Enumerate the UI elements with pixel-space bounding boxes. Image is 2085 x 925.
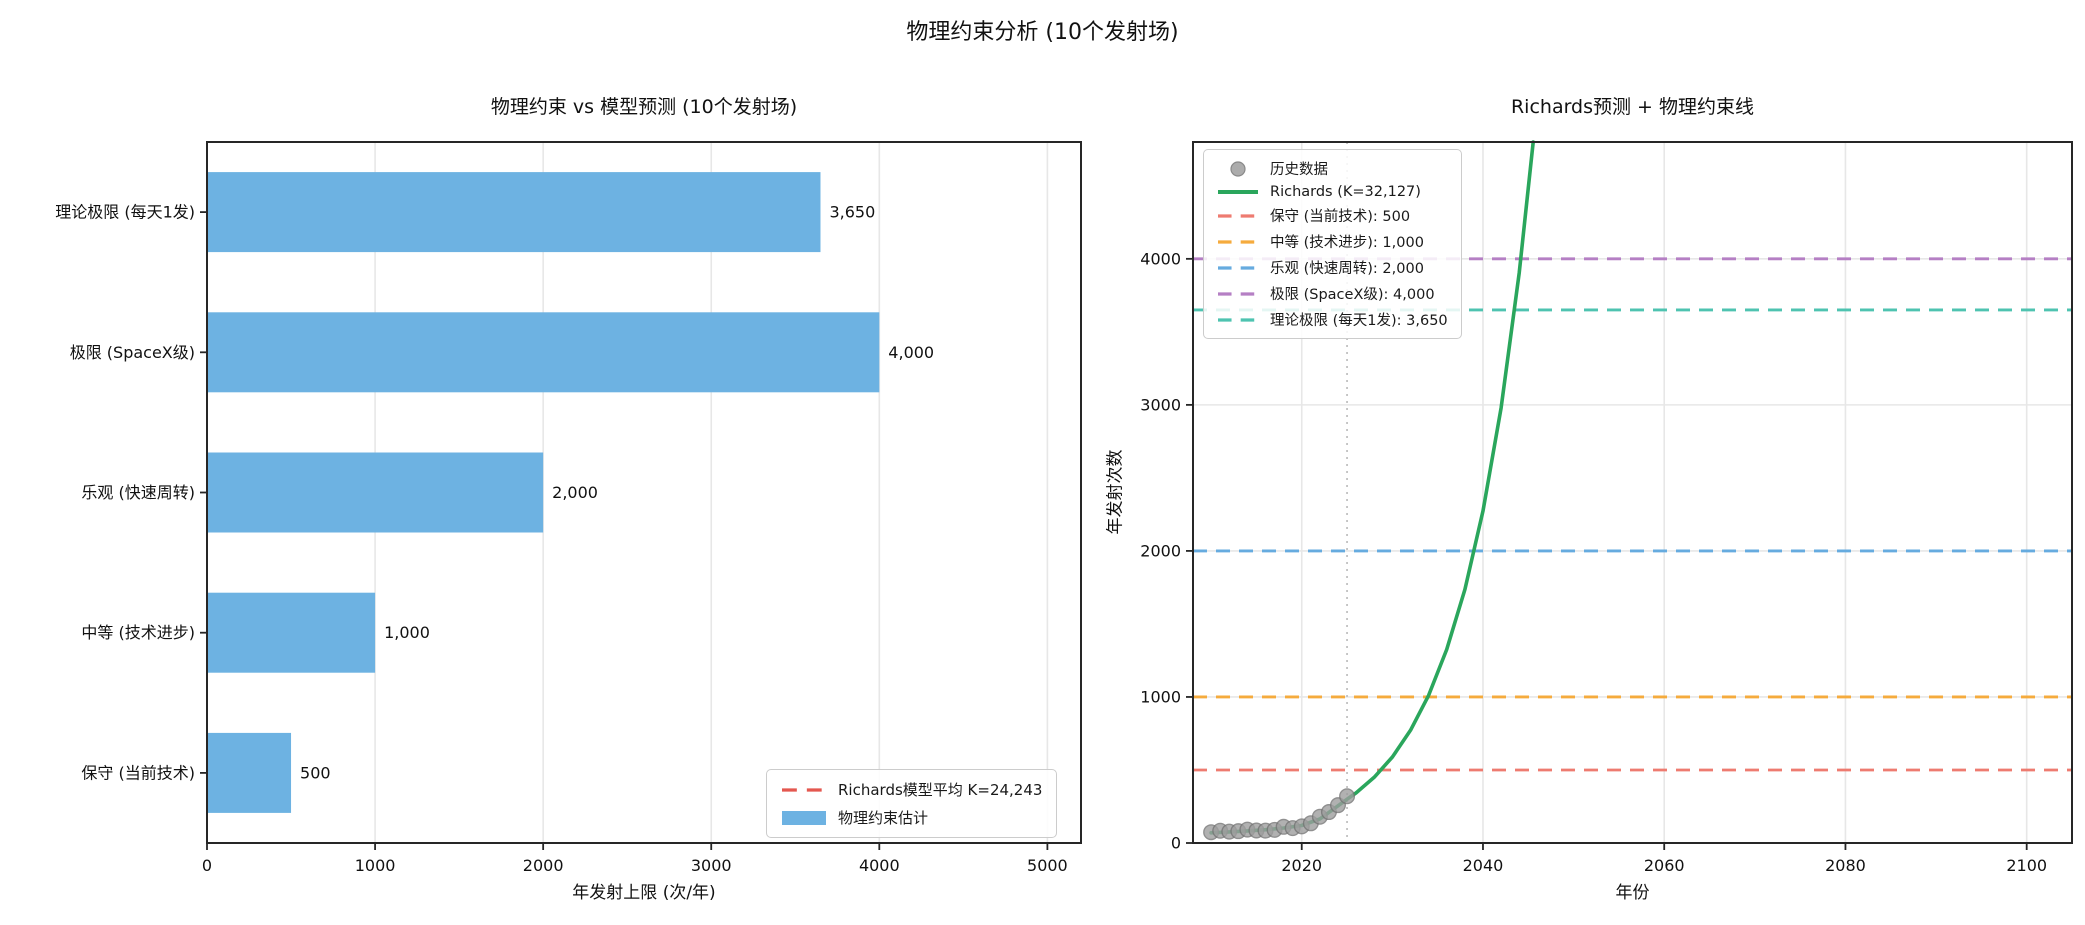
figure-suptitle: 物理约束分析 (10个发射场) bbox=[906, 20, 1179, 45]
bar-chart-title: 物理约束 vs 模型预测 (10个发射场) bbox=[490, 96, 798, 118]
legend-dot-sample bbox=[1230, 160, 1246, 177]
y-tick-label: 保守 (当前技术) bbox=[81, 763, 195, 782]
x-tick-label: 2040 bbox=[1463, 856, 1504, 875]
bar-chart-xlabel: 年发射上限 (次/年) bbox=[572, 883, 716, 903]
richards-chart-title: Richards预测 + 物理约束线 bbox=[1510, 96, 1755, 118]
legend-item: 极限 (SpaceX级): 4,000 bbox=[1217, 283, 1448, 304]
x-tick-label: 1000 bbox=[355, 856, 396, 875]
richards-chart-xlabel: 年份 bbox=[1615, 883, 1650, 903]
legend-label: 理论极限 (每天1发): 3,650 bbox=[1270, 313, 1448, 329]
y-tick-label: 中等 (技术进步) bbox=[81, 623, 195, 642]
legend-label: 中等 (技术进步): 1,000 bbox=[1270, 235, 1424, 251]
legend-sample-icon bbox=[781, 782, 827, 798]
bar bbox=[207, 312, 880, 393]
legend-sample-icon bbox=[1217, 184, 1259, 200]
bar-value-label: 3,650 bbox=[829, 203, 875, 222]
legend-sample-icon bbox=[1217, 312, 1259, 328]
legend-label: 保守 (当前技术): 500 bbox=[1270, 209, 1411, 225]
richards-chart-ylabel: 年发射次数 bbox=[1105, 449, 1126, 535]
bar-chart-legend: Richards模型平均 K=24,243 物理约束估计 bbox=[766, 769, 1058, 838]
x-tick-label: 2080 bbox=[1825, 856, 1866, 875]
x-tick-label: 2060 bbox=[1644, 856, 1685, 875]
legend-sample-icon bbox=[781, 810, 827, 826]
legend-sample-icon bbox=[1217, 160, 1259, 177]
y-tick-label: 2000 bbox=[1140, 541, 1181, 560]
bar-value-label: 2,000 bbox=[552, 483, 598, 502]
x-tick-label: 0 bbox=[202, 856, 212, 875]
plot-frame bbox=[1192, 141, 2073, 844]
legend-item: 物理约束估计 bbox=[781, 807, 1042, 828]
legend-item: 中等 (技术进步): 1,000 bbox=[1217, 231, 1448, 252]
legend-label: 物理约束估计 bbox=[838, 809, 929, 827]
legend-label: 极限 (SpaceX级): 4,000 bbox=[1270, 287, 1435, 303]
x-tick-label: 4000 bbox=[859, 856, 900, 875]
legend-label: Richards模型平均 K=24,243 bbox=[838, 781, 1043, 799]
plot-frame bbox=[206, 141, 1082, 844]
legend-item: 乐观 (快速周转): 2,000 bbox=[1217, 257, 1448, 278]
x-tick-label: 5000 bbox=[1027, 856, 1068, 875]
bar bbox=[207, 732, 292, 813]
legend-label: 历史数据 bbox=[1270, 162, 1328, 178]
bar bbox=[207, 592, 376, 673]
x-tick-label: 2020 bbox=[1281, 856, 1322, 875]
bar-value-label: 500 bbox=[300, 763, 331, 782]
x-tick-label: 2000 bbox=[523, 856, 564, 875]
bar bbox=[207, 452, 544, 533]
legend-label: 乐观 (快速周转): 2,000 bbox=[1270, 261, 1424, 277]
legend-item: Richards (K=32,127) bbox=[1217, 184, 1448, 200]
legend-sample-icon bbox=[1217, 208, 1259, 224]
legend-item: 理论极限 (每天1发): 3,650 bbox=[1217, 309, 1448, 330]
y-tick-label: 1000 bbox=[1140, 687, 1181, 706]
y-tick-label: 极限 (SpaceX级) bbox=[70, 343, 195, 362]
legend-sample-icon bbox=[1217, 286, 1259, 302]
legend-item: 保守 (当前技术): 500 bbox=[1217, 205, 1448, 226]
richards-chart-legend: 历史数据 Richards (K=32,127) 保守 (当前技术): 500 中等 … bbox=[1203, 149, 1462, 339]
y-tick-label: 理论极限 (每天1发) bbox=[55, 203, 195, 222]
y-tick-label: 0 bbox=[1171, 834, 1181, 853]
legend-item: Richards模型平均 K=24,243 bbox=[781, 779, 1042, 800]
x-tick-label: 2100 bbox=[2006, 856, 2047, 875]
y-tick-label: 3000 bbox=[1140, 395, 1181, 414]
legend-label: Richards (K=32,127) bbox=[1270, 184, 1421, 200]
legend-sample-icon bbox=[1217, 260, 1259, 276]
y-tick-label: 4000 bbox=[1140, 249, 1181, 268]
bar-value-label: 4,000 bbox=[888, 343, 934, 362]
legend-sample-icon bbox=[1217, 234, 1259, 250]
bar-chart-plot: 3,650 理论极限 (每天1发) 4,000 极限 (SpaceX级) 2,000 乐观… bbox=[55, 141, 1082, 875]
bar bbox=[207, 172, 821, 253]
legend-item: 历史数据 bbox=[1217, 158, 1448, 179]
historical-point bbox=[1339, 788, 1356, 805]
bar-value-label: 1,000 bbox=[384, 623, 430, 642]
legend-patch-sample bbox=[782, 810, 826, 825]
x-tick-label: 3000 bbox=[691, 856, 732, 875]
y-tick-label: 乐观 (快速周转) bbox=[81, 483, 195, 502]
